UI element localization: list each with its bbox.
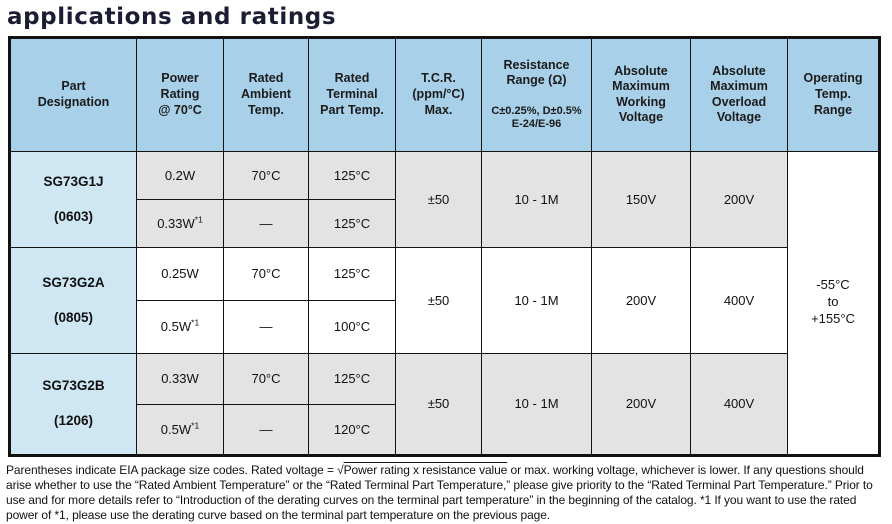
header-tcr-max: T.C.R. (ppm/°C) Max. (395, 37, 482, 152)
power-value: 0.33W (157, 215, 195, 231)
package-size-code: (0805) (53, 309, 94, 325)
table-row: 0.33W*1 — 125°C (10, 198, 880, 248)
tcr-value: ±50 (395, 352, 482, 456)
part-designation-sg73g2b: SG73G2B (1206) (9, 352, 137, 456)
power-value: 0.25W (161, 266, 199, 282)
datasheet-page: applications and ratings Part Designatio… (6, 4, 881, 522)
footnote-text: Parentheses indicate EIA package size co… (6, 463, 887, 524)
power-value: 0.2W (164, 167, 196, 183)
power-rating-value: 0.5W*1 (136, 403, 224, 456)
working-voltage-value: 150V (591, 150, 691, 248)
power-rating-value: 0.2W (136, 150, 224, 200)
part-name: SG73G1J (43, 173, 104, 189)
package-size-code: (1206) (53, 413, 94, 429)
header-operating-temp-range: Operating Temp. Range (787, 37, 880, 152)
table-row: 0.5W*1 — 100°C (10, 299, 880, 354)
resistance-range-value: 10 - 1M (481, 150, 592, 248)
table-row: 0.5W*1 — 120°C (10, 403, 880, 456)
resistance-range-title: Resistance Range (Ω) (503, 57, 570, 88)
table-row: SG73G1J (0603) 0.2W 70°C 125°C ±50 10 - … (9, 150, 880, 456)
rated-ambient-temp-value: 70°C (223, 246, 309, 301)
resistance-range-value: 10 - 1M (481, 246, 592, 354)
rated-ambient-temp-value: — (223, 299, 309, 354)
header-abs-max-working-voltage: Absolute Maximum Working Voltage (591, 37, 691, 152)
rated-ambient-temp-value: — (223, 198, 309, 248)
header-rated-terminal-part-temp: Rated Terminal Part Temp. (308, 37, 396, 152)
tcr-value: ±50 (395, 246, 482, 354)
power-rating-value: 0.5W*1 (136, 299, 224, 354)
footnote-part1: Parentheses indicate EIA package size co… (6, 462, 344, 477)
overload-voltage-value: 200V (690, 150, 788, 248)
applications-and-ratings-table: Part Designation Power Rating @ 70°C Rat… (8, 36, 881, 457)
power-rating-value: 0.33W (136, 352, 224, 405)
overload-voltage-value: 400V (690, 246, 788, 354)
power-value: 0.5W (160, 319, 192, 335)
part-name: SG73G2A (42, 274, 105, 290)
table-row: SG73G2A (0805) 0.25W 70°C 125°C ±50 10 -… (9, 246, 880, 354)
power-value: 0.33W (161, 371, 199, 387)
power-value: 0.5W (160, 421, 192, 437)
sqrt-overline-text: Power rating x resistance value (343, 462, 508, 477)
package-size-code: (0603) (53, 208, 94, 224)
header-abs-max-overload-voltage: Absolute Maximum Overload Voltage (690, 37, 788, 152)
rated-ambient-temp-value: — (223, 403, 309, 456)
header-row: Part Designation Power Rating @ 70°C Rat… (9, 37, 880, 152)
working-voltage-value: 200V (591, 352, 691, 456)
overload-voltage-value: 400V (690, 352, 788, 456)
rated-ambient-temp-value: 70°C (223, 150, 309, 200)
operating-temp-range-value: -55°C to +155°C (787, 150, 880, 456)
footnote-marker: *1 (191, 317, 200, 328)
header-resistance-range: Resistance Range (Ω) C±0.25%, D±0.5% E-2… (481, 37, 592, 152)
part-name: SG73G2B (42, 378, 105, 394)
header-part-designation: Part Designation (9, 37, 137, 152)
tcr-value: ±50 (395, 150, 482, 248)
rated-terminal-part-temp-value: 125°C (308, 246, 396, 301)
part-designation-sg73g2a: SG73G2A (0805) (9, 246, 137, 354)
rated-terminal-part-temp-value: 125°C (308, 352, 396, 405)
part-designation-sg73g1j: SG73G1J (0603) (9, 150, 137, 248)
page-title: applications and ratings (7, 4, 337, 30)
working-voltage-value: 200V (591, 246, 691, 354)
resistance-range-tolerances: C±0.25%, D±0.5% E-24/E-96 (491, 104, 582, 131)
rated-terminal-part-temp-value: 125°C (308, 150, 396, 200)
footnote-marker: *1 (194, 214, 203, 225)
header-rated-ambient-temp: Rated Ambient Temp. (223, 37, 309, 152)
rated-terminal-part-temp-value: 120°C (308, 403, 396, 456)
power-rating-value: 0.33W*1 (136, 198, 224, 248)
rated-terminal-part-temp-value: 125°C (308, 198, 396, 248)
rated-ambient-temp-value: 70°C (223, 352, 309, 405)
header-power-rating: Power Rating @ 70°C (136, 37, 224, 152)
power-rating-value: 0.25W (136, 246, 224, 301)
table-row: SG73G2B (1206) 0.33W 70°C 125°C ±50 10 -… (9, 352, 880, 456)
footnote-marker: *1 (191, 420, 200, 431)
resistance-range-value: 10 - 1M (481, 352, 592, 456)
rated-terminal-part-temp-value: 100°C (308, 299, 396, 354)
